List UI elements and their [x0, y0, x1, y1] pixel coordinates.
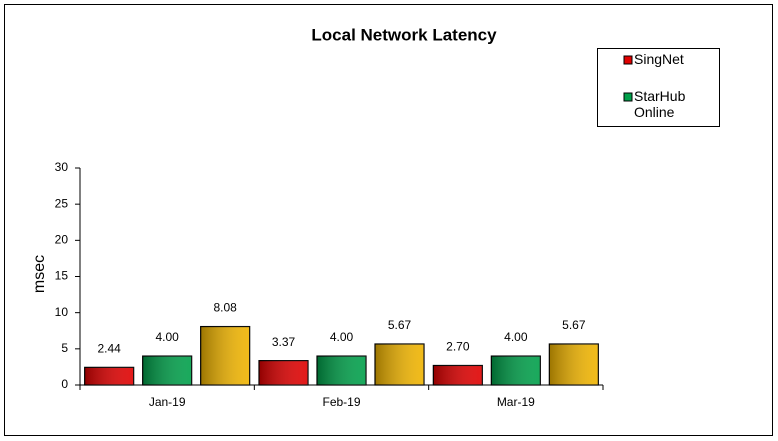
value-label: 4.00 [330, 330, 354, 344]
chart-title: Local Network Latency [311, 25, 497, 44]
legend-label: SingNet [634, 51, 684, 67]
y-tick-label: 10 [55, 305, 69, 319]
y-axis-title: msec [31, 255, 48, 293]
x-tick-label: Feb-19 [322, 395, 360, 409]
value-label: 5.67 [388, 318, 412, 332]
value-label: 3.37 [272, 335, 296, 349]
value-label: 4.00 [155, 330, 179, 344]
value-label: 2.44 [97, 342, 121, 356]
y-tick-label: 20 [55, 233, 69, 247]
value-label: 8.08 [213, 301, 237, 315]
legend-entry: SingNet [634, 51, 684, 67]
x-tick-label: Mar-19 [497, 395, 535, 409]
legend-box [597, 48, 720, 127]
legend-label: StarHub Online [634, 88, 686, 120]
value-label: 4.00 [504, 330, 528, 344]
y-tick-label: 30 [55, 160, 69, 174]
legend-swatch [623, 55, 633, 65]
bar-shade [200, 326, 250, 385]
legend-entry: StarHub Online [634, 88, 686, 120]
y-tick-label: 0 [61, 377, 68, 391]
bar-shade [549, 343, 599, 385]
legend-swatch [623, 92, 633, 102]
bar-shade [142, 356, 192, 385]
value-label: 2.70 [446, 340, 470, 354]
x-tick-label: Jan-19 [149, 395, 186, 409]
bar-shade [259, 360, 308, 385]
bar-shade [84, 367, 134, 385]
value-label: 5.67 [562, 318, 586, 332]
y-tick-label: 25 [55, 196, 69, 210]
bar-shade [375, 343, 424, 385]
bar-shade [433, 365, 483, 385]
bar-shade [317, 356, 366, 385]
bar-shade [491, 356, 541, 385]
y-tick-label: 5 [61, 341, 68, 355]
y-tick-label: 15 [55, 269, 69, 283]
